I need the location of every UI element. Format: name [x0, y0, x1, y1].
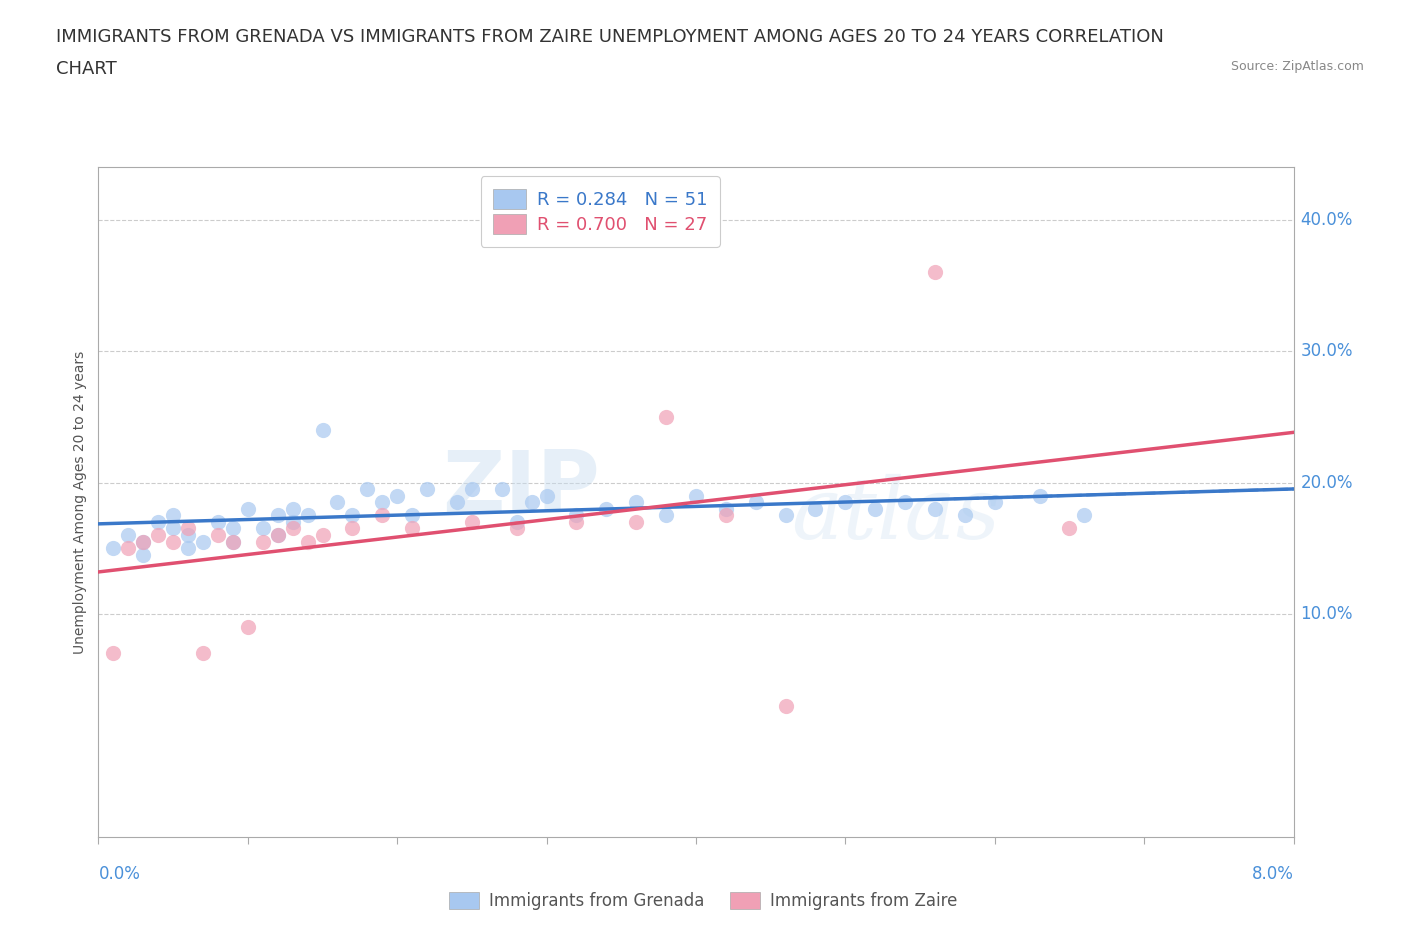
Point: [356, 482, 378, 497]
Point: [924, 501, 946, 516]
Point: [177, 540, 200, 555]
Point: [132, 534, 155, 549]
Point: [311, 527, 333, 542]
Point: [624, 514, 647, 529]
Point: [191, 534, 214, 549]
Point: [401, 508, 423, 523]
Point: [491, 482, 513, 497]
Point: [252, 534, 274, 549]
Point: [117, 540, 139, 555]
Point: [297, 534, 319, 549]
Point: [132, 534, 155, 549]
Text: 20.0%: 20.0%: [1301, 473, 1353, 492]
Point: [775, 698, 797, 713]
Point: [834, 495, 856, 510]
Text: atlas: atlas: [792, 474, 1001, 557]
Text: IMMIGRANTS FROM GRENADA VS IMMIGRANTS FROM ZAIRE UNEMPLOYMENT AMONG AGES 20 TO 2: IMMIGRANTS FROM GRENADA VS IMMIGRANTS FR…: [56, 28, 1164, 46]
Point: [103, 540, 125, 555]
Point: [191, 645, 214, 660]
Point: [1059, 521, 1081, 536]
Point: [281, 501, 304, 516]
Legend: Immigrants from Grenada, Immigrants from Zaire: Immigrants from Grenada, Immigrants from…: [443, 885, 963, 917]
Point: [207, 527, 229, 542]
Point: [401, 521, 423, 536]
Point: [775, 508, 797, 523]
Point: [222, 534, 245, 549]
Text: 40.0%: 40.0%: [1301, 211, 1353, 229]
Point: [326, 495, 349, 510]
Point: [103, 645, 125, 660]
Point: [924, 265, 946, 280]
Point: [565, 514, 588, 529]
Point: [162, 508, 184, 523]
Point: [520, 495, 543, 510]
Point: [162, 534, 184, 549]
Point: [536, 488, 558, 503]
Legend: R = 0.284   N = 51, R = 0.700   N = 27: R = 0.284 N = 51, R = 0.700 N = 27: [481, 177, 720, 246]
Point: [953, 508, 976, 523]
Text: 30.0%: 30.0%: [1301, 342, 1353, 360]
Point: [714, 501, 737, 516]
Point: [595, 501, 617, 516]
Point: [506, 514, 529, 529]
Point: [461, 482, 484, 497]
Point: [685, 488, 707, 503]
Point: [863, 501, 886, 516]
Point: [267, 508, 290, 523]
Point: [207, 514, 229, 529]
Point: [371, 508, 394, 523]
Point: [281, 514, 304, 529]
Point: [714, 508, 737, 523]
Point: [342, 521, 364, 536]
Point: [983, 495, 1005, 510]
Point: [655, 508, 678, 523]
Text: Source: ZipAtlas.com: Source: ZipAtlas.com: [1230, 60, 1364, 73]
Point: [252, 521, 274, 536]
Point: [624, 495, 647, 510]
Point: [281, 521, 304, 536]
Point: [745, 495, 768, 510]
Text: 8.0%: 8.0%: [1251, 865, 1294, 883]
Point: [804, 501, 827, 516]
Point: [342, 508, 364, 523]
Point: [148, 527, 170, 542]
Point: [132, 547, 155, 562]
Point: [385, 488, 409, 503]
Point: [222, 534, 245, 549]
Text: 0.0%: 0.0%: [98, 865, 141, 883]
Point: [1028, 488, 1050, 503]
Point: [416, 482, 439, 497]
Point: [162, 521, 184, 536]
Point: [177, 521, 200, 536]
Point: [506, 521, 529, 536]
Point: [297, 508, 319, 523]
Point: [267, 527, 290, 542]
Point: [311, 422, 333, 437]
Point: [148, 514, 170, 529]
Y-axis label: Unemployment Among Ages 20 to 24 years: Unemployment Among Ages 20 to 24 years: [73, 351, 87, 654]
Point: [236, 501, 259, 516]
Point: [222, 521, 245, 536]
Point: [894, 495, 917, 510]
Point: [655, 409, 678, 424]
Point: [177, 527, 200, 542]
Text: ZIP: ZIP: [443, 447, 600, 530]
Point: [117, 527, 139, 542]
Point: [267, 527, 290, 542]
Point: [565, 508, 588, 523]
Point: [236, 619, 259, 634]
Text: CHART: CHART: [56, 60, 117, 78]
Point: [446, 495, 468, 510]
Point: [461, 514, 484, 529]
Text: 10.0%: 10.0%: [1301, 604, 1353, 623]
Point: [1073, 508, 1095, 523]
Point: [371, 495, 394, 510]
